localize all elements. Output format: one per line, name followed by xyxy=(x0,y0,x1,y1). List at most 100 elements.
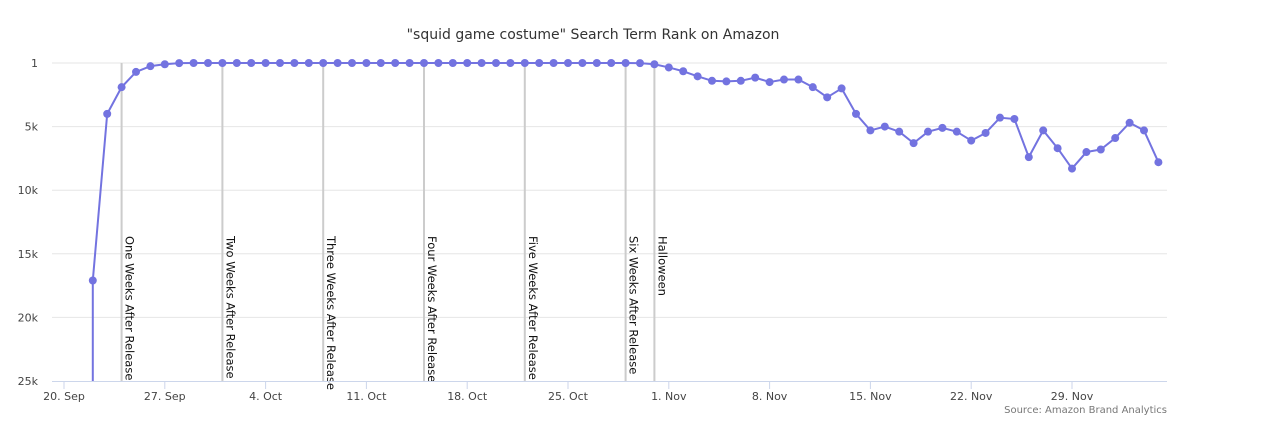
data-point[interactable] xyxy=(981,128,990,137)
source-note: Source: Amazon Brand Analytics xyxy=(1004,405,1167,416)
data-point[interactable] xyxy=(276,59,284,67)
data-point[interactable] xyxy=(448,59,457,67)
data-point[interactable] xyxy=(564,59,572,67)
data-point[interactable] xyxy=(463,59,472,67)
data-point[interactable] xyxy=(895,127,904,136)
data-point[interactable] xyxy=(391,59,400,67)
data-point[interactable] xyxy=(261,59,270,67)
data-point[interactable] xyxy=(852,109,860,118)
data-point[interactable] xyxy=(160,60,169,69)
data-point[interactable] xyxy=(434,59,443,67)
data-point[interactable] xyxy=(506,59,515,67)
data-point[interactable] xyxy=(420,59,428,67)
data-point[interactable] xyxy=(607,59,616,67)
data-point[interactable] xyxy=(232,59,241,67)
data-point[interactable] xyxy=(794,75,803,84)
data-point[interactable] xyxy=(247,59,256,67)
data-point[interactable] xyxy=(578,59,587,67)
plot-lines: One Weeks After Release Two Weeks After R… xyxy=(120,63,669,390)
data-point[interactable] xyxy=(362,59,371,67)
data-point[interactable] xyxy=(679,67,688,76)
data-point[interactable] xyxy=(1154,158,1163,167)
data-point[interactable] xyxy=(304,59,313,67)
data-point[interactable] xyxy=(708,76,716,85)
data-point[interactable] xyxy=(693,72,702,81)
data-point[interactable] xyxy=(780,75,788,84)
data-point[interactable] xyxy=(1111,134,1120,143)
plot-line-label: Five Weeks After Release xyxy=(526,236,540,380)
data-point[interactable] xyxy=(765,78,774,87)
y-tick-label: 15k xyxy=(18,248,39,261)
data-point[interactable] xyxy=(1053,144,1062,153)
data-point[interactable] xyxy=(1010,114,1019,123)
data-point[interactable] xyxy=(376,59,385,67)
data-point[interactable] xyxy=(1140,126,1148,135)
x-tick-label: 1. Nov xyxy=(651,390,687,403)
data-point[interactable] xyxy=(520,59,529,67)
data-point[interactable] xyxy=(535,59,544,67)
data-point[interactable] xyxy=(736,76,745,85)
x-tick-label: 11. Oct xyxy=(346,390,387,403)
data-point[interactable] xyxy=(909,139,918,148)
y-tick-label: 5k xyxy=(25,121,39,134)
data-point[interactable] xyxy=(204,59,212,67)
data-point[interactable] xyxy=(477,59,486,67)
data-point[interactable] xyxy=(996,113,1004,122)
chart-title: "squid game costume" Search Term Rank on… xyxy=(407,27,780,43)
x-tick-label: 15. Nov xyxy=(849,390,892,403)
plot-line-label: Two Weeks After Release xyxy=(223,235,237,379)
data-point[interactable] xyxy=(319,59,328,67)
data-point[interactable] xyxy=(592,59,601,67)
data-point[interactable] xyxy=(146,62,155,71)
data-point[interactable] xyxy=(1039,126,1048,135)
x-tick-label: 29. Nov xyxy=(1051,390,1094,403)
data-point[interactable] xyxy=(290,59,299,67)
data-point[interactable] xyxy=(218,59,227,67)
data-point[interactable] xyxy=(348,59,356,67)
data-point[interactable] xyxy=(405,59,414,67)
plot-line-label: One Weeks After Release xyxy=(123,236,137,380)
data-point[interactable] xyxy=(88,276,97,285)
data-point[interactable] xyxy=(837,84,846,93)
plot-line-label: Six Weeks After Release xyxy=(627,236,641,374)
data-point[interactable] xyxy=(664,63,673,72)
data-point[interactable] xyxy=(938,123,947,132)
data-point[interactable] xyxy=(492,59,500,67)
data-point[interactable] xyxy=(880,122,889,131)
data-point[interactable] xyxy=(650,60,659,69)
y-tick-label: 10k xyxy=(18,184,39,197)
data-point[interactable] xyxy=(189,59,198,67)
data-point[interactable] xyxy=(722,77,731,86)
data-point[interactable] xyxy=(549,59,558,67)
x-tick-label: 22. Nov xyxy=(950,390,993,403)
data-point[interactable] xyxy=(1082,148,1091,157)
data-point[interactable] xyxy=(1096,145,1105,154)
y-tick-label: 25k xyxy=(18,375,39,388)
x-tick-label: 18. Oct xyxy=(447,390,488,403)
data-point[interactable] xyxy=(967,136,976,145)
series xyxy=(88,59,1163,381)
data-point[interactable] xyxy=(1024,153,1033,162)
data-point[interactable] xyxy=(808,83,817,92)
data-point[interactable] xyxy=(952,127,961,136)
data-point[interactable] xyxy=(636,59,644,68)
data-point[interactable] xyxy=(333,59,342,67)
data-point[interactable] xyxy=(924,127,932,136)
data-point[interactable] xyxy=(1068,164,1076,173)
y-tick-label: 20k xyxy=(18,311,39,324)
x-tick-label: 27. Sep xyxy=(144,390,186,403)
data-point[interactable] xyxy=(866,126,875,135)
data-point[interactable] xyxy=(751,73,760,82)
data-point[interactable] xyxy=(621,59,630,67)
data-point[interactable] xyxy=(103,109,112,118)
x-tick-label: 8. Nov xyxy=(752,390,788,403)
data-point[interactable] xyxy=(823,93,832,102)
x-tick-label: 20. Sep xyxy=(43,390,85,403)
data-point[interactable] xyxy=(175,59,184,68)
data-point[interactable] xyxy=(132,67,140,76)
data-point[interactable] xyxy=(1125,118,1134,127)
data-point[interactable] xyxy=(117,83,126,92)
